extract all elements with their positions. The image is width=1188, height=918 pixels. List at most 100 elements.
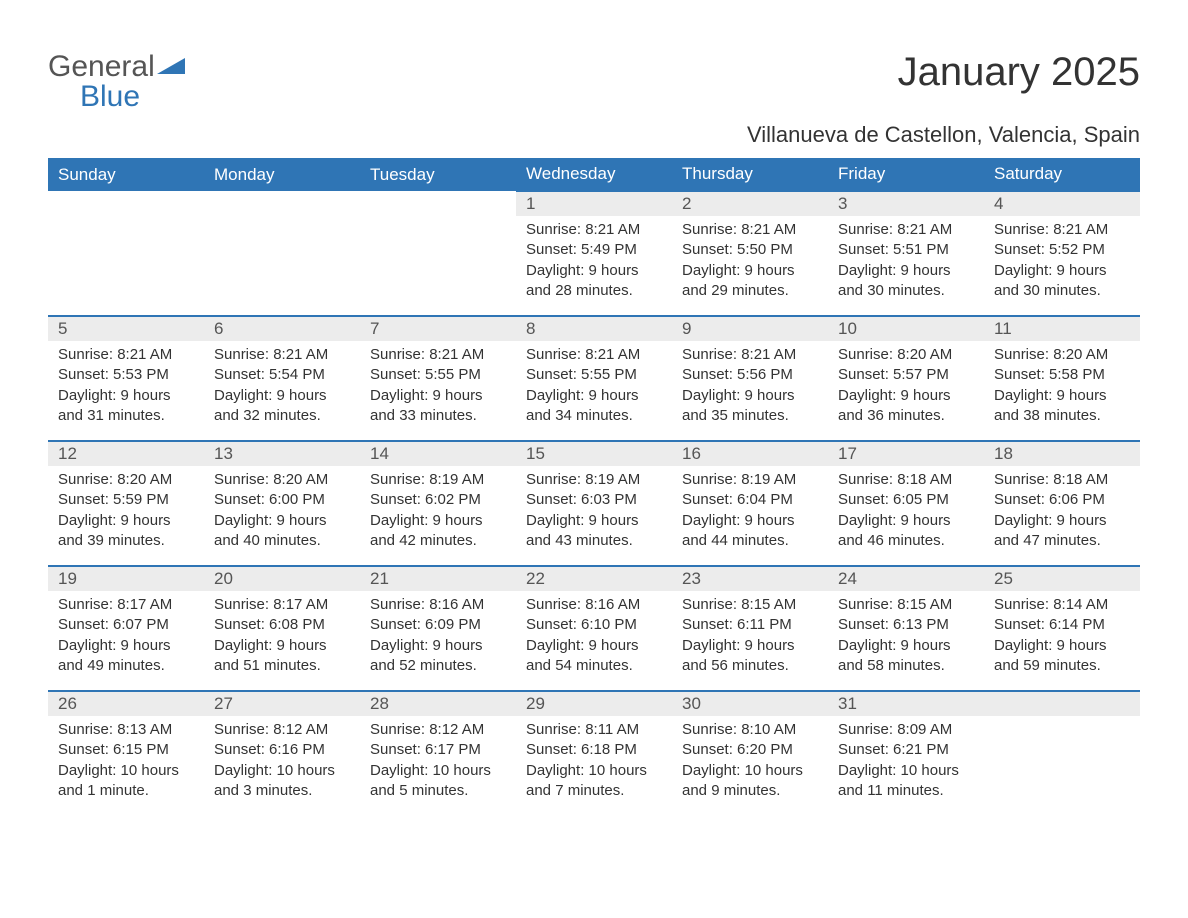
page-title: January 2025 (898, 50, 1140, 95)
day-details: Sunrise: 8:19 AMSunset: 6:04 PMDaylight:… (682, 470, 818, 551)
day-body-cell: Sunrise: 8:17 AMSunset: 6:07 PMDaylight:… (48, 591, 204, 691)
day-body-cell: Sunrise: 8:20 AMSunset: 5:57 PMDaylight:… (828, 341, 984, 441)
day-body-cell: Sunrise: 8:21 AMSunset: 5:55 PMDaylight:… (360, 341, 516, 441)
day-body-cell: Sunrise: 8:21 AMSunset: 5:55 PMDaylight:… (516, 341, 672, 441)
day-details: Sunrise: 8:14 AMSunset: 6:14 PMDaylight:… (994, 595, 1130, 676)
day-details: Sunrise: 8:21 AMSunset: 5:56 PMDaylight:… (682, 345, 818, 426)
day-details: Sunrise: 8:12 AMSunset: 6:17 PMDaylight:… (370, 720, 506, 801)
day-number-cell: 4 (984, 191, 1140, 216)
day-body-cell: Sunrise: 8:21 AMSunset: 5:53 PMDaylight:… (48, 341, 204, 441)
day-details: Sunrise: 8:15 AMSunset: 6:13 PMDaylight:… (838, 595, 974, 676)
day-body-row: Sunrise: 8:20 AMSunset: 5:59 PMDaylight:… (48, 466, 1140, 566)
day-body-cell: Sunrise: 8:17 AMSunset: 6:08 PMDaylight:… (204, 591, 360, 691)
day-number-cell (48, 191, 204, 216)
day-body-cell: Sunrise: 8:19 AMSunset: 6:02 PMDaylight:… (360, 466, 516, 566)
day-details: Sunrise: 8:21 AMSunset: 5:55 PMDaylight:… (526, 345, 662, 426)
day-number-row: 1234 (48, 191, 1140, 216)
day-number-cell: 1 (516, 191, 672, 216)
day-number-cell: 5 (48, 316, 204, 341)
day-details: Sunrise: 8:21 AMSunset: 5:50 PMDaylight:… (682, 220, 818, 301)
day-details: Sunrise: 8:11 AMSunset: 6:18 PMDaylight:… (526, 720, 662, 801)
day-body-cell (204, 216, 360, 316)
day-details: Sunrise: 8:21 AMSunset: 5:52 PMDaylight:… (994, 220, 1130, 301)
day-number-row: 567891011 (48, 316, 1140, 341)
day-details: Sunrise: 8:21 AMSunset: 5:53 PMDaylight:… (58, 345, 194, 426)
day-number-cell: 11 (984, 316, 1140, 341)
day-number-cell: 8 (516, 316, 672, 341)
weekday-header: Monday (204, 158, 360, 191)
day-details: Sunrise: 8:12 AMSunset: 6:16 PMDaylight:… (214, 720, 350, 801)
day-body-cell: Sunrise: 8:20 AMSunset: 5:59 PMDaylight:… (48, 466, 204, 566)
day-details: Sunrise: 8:21 AMSunset: 5:51 PMDaylight:… (838, 220, 974, 301)
day-number-cell: 22 (516, 566, 672, 591)
brand-part1: General (48, 50, 155, 84)
day-details: Sunrise: 8:09 AMSunset: 6:21 PMDaylight:… (838, 720, 974, 801)
day-body-cell (48, 216, 204, 316)
weekday-header: Thursday (672, 158, 828, 191)
day-body-cell: Sunrise: 8:21 AMSunset: 5:56 PMDaylight:… (672, 341, 828, 441)
weekday-header: Tuesday (360, 158, 516, 191)
brand-logo: General Blue (48, 50, 185, 114)
day-number-cell: 6 (204, 316, 360, 341)
day-number-cell: 25 (984, 566, 1140, 591)
day-details: Sunrise: 8:21 AMSunset: 5:55 PMDaylight:… (370, 345, 506, 426)
day-details: Sunrise: 8:19 AMSunset: 6:03 PMDaylight:… (526, 470, 662, 551)
day-number-cell: 9 (672, 316, 828, 341)
day-details: Sunrise: 8:20 AMSunset: 5:58 PMDaylight:… (994, 345, 1130, 426)
day-number-cell: 13 (204, 441, 360, 466)
day-number-cell: 16 (672, 441, 828, 466)
day-body-row: Sunrise: 8:17 AMSunset: 6:07 PMDaylight:… (48, 591, 1140, 691)
day-body-row: Sunrise: 8:21 AMSunset: 5:53 PMDaylight:… (48, 341, 1140, 441)
day-number-cell: 15 (516, 441, 672, 466)
day-body-row: Sunrise: 8:21 AMSunset: 5:49 PMDaylight:… (48, 216, 1140, 316)
day-body-cell: Sunrise: 8:19 AMSunset: 6:04 PMDaylight:… (672, 466, 828, 566)
day-body-cell: Sunrise: 8:20 AMSunset: 6:00 PMDaylight:… (204, 466, 360, 566)
brand-part2: Blue (80, 80, 185, 114)
day-body-cell: Sunrise: 8:21 AMSunset: 5:51 PMDaylight:… (828, 216, 984, 316)
day-number-cell (984, 691, 1140, 716)
day-details: Sunrise: 8:18 AMSunset: 6:05 PMDaylight:… (838, 470, 974, 551)
day-body-cell: Sunrise: 8:21 AMSunset: 5:49 PMDaylight:… (516, 216, 672, 316)
day-body-cell: Sunrise: 8:15 AMSunset: 6:13 PMDaylight:… (828, 591, 984, 691)
day-body-cell: Sunrise: 8:15 AMSunset: 6:11 PMDaylight:… (672, 591, 828, 691)
day-number-cell: 3 (828, 191, 984, 216)
day-details: Sunrise: 8:20 AMSunset: 5:59 PMDaylight:… (58, 470, 194, 551)
day-number-cell: 29 (516, 691, 672, 716)
day-number-cell: 31 (828, 691, 984, 716)
day-body-row: Sunrise: 8:13 AMSunset: 6:15 PMDaylight:… (48, 716, 1140, 815)
day-details: Sunrise: 8:13 AMSunset: 6:15 PMDaylight:… (58, 720, 194, 801)
weekday-header-row: SundayMondayTuesdayWednesdayThursdayFrid… (48, 158, 1140, 191)
day-body-cell: Sunrise: 8:18 AMSunset: 6:06 PMDaylight:… (984, 466, 1140, 566)
weekday-header: Sunday (48, 158, 204, 191)
day-details: Sunrise: 8:17 AMSunset: 6:07 PMDaylight:… (58, 595, 194, 676)
calendar-table: SundayMondayTuesdayWednesdayThursdayFrid… (48, 158, 1140, 815)
day-number-cell: 21 (360, 566, 516, 591)
day-details: Sunrise: 8:19 AMSunset: 6:02 PMDaylight:… (370, 470, 506, 551)
day-number-cell: 14 (360, 441, 516, 466)
day-body-cell: Sunrise: 8:18 AMSunset: 6:05 PMDaylight:… (828, 466, 984, 566)
weekday-header: Saturday (984, 158, 1140, 191)
day-body-cell: Sunrise: 8:20 AMSunset: 5:58 PMDaylight:… (984, 341, 1140, 441)
day-number-row: 12131415161718 (48, 441, 1140, 466)
logo-triangle-icon (157, 50, 185, 84)
day-number-cell: 23 (672, 566, 828, 591)
day-number-cell: 26 (48, 691, 204, 716)
location-subtitle: Villanueva de Castellon, Valencia, Spain (48, 122, 1140, 148)
day-number-cell: 17 (828, 441, 984, 466)
day-body-cell: Sunrise: 8:16 AMSunset: 6:10 PMDaylight:… (516, 591, 672, 691)
day-details: Sunrise: 8:16 AMSunset: 6:09 PMDaylight:… (370, 595, 506, 676)
day-number-cell: 20 (204, 566, 360, 591)
day-body-cell: Sunrise: 8:21 AMSunset: 5:54 PMDaylight:… (204, 341, 360, 441)
day-number-cell: 18 (984, 441, 1140, 466)
day-number-cell: 24 (828, 566, 984, 591)
day-details: Sunrise: 8:20 AMSunset: 5:57 PMDaylight:… (838, 345, 974, 426)
day-body-cell: Sunrise: 8:16 AMSunset: 6:09 PMDaylight:… (360, 591, 516, 691)
day-number-cell: 7 (360, 316, 516, 341)
day-body-cell: Sunrise: 8:09 AMSunset: 6:21 PMDaylight:… (828, 716, 984, 815)
day-details: Sunrise: 8:10 AMSunset: 6:20 PMDaylight:… (682, 720, 818, 801)
day-number-cell (360, 191, 516, 216)
day-details: Sunrise: 8:20 AMSunset: 6:00 PMDaylight:… (214, 470, 350, 551)
day-body-cell: Sunrise: 8:10 AMSunset: 6:20 PMDaylight:… (672, 716, 828, 815)
weekday-header: Friday (828, 158, 984, 191)
day-number-row: 262728293031 (48, 691, 1140, 716)
